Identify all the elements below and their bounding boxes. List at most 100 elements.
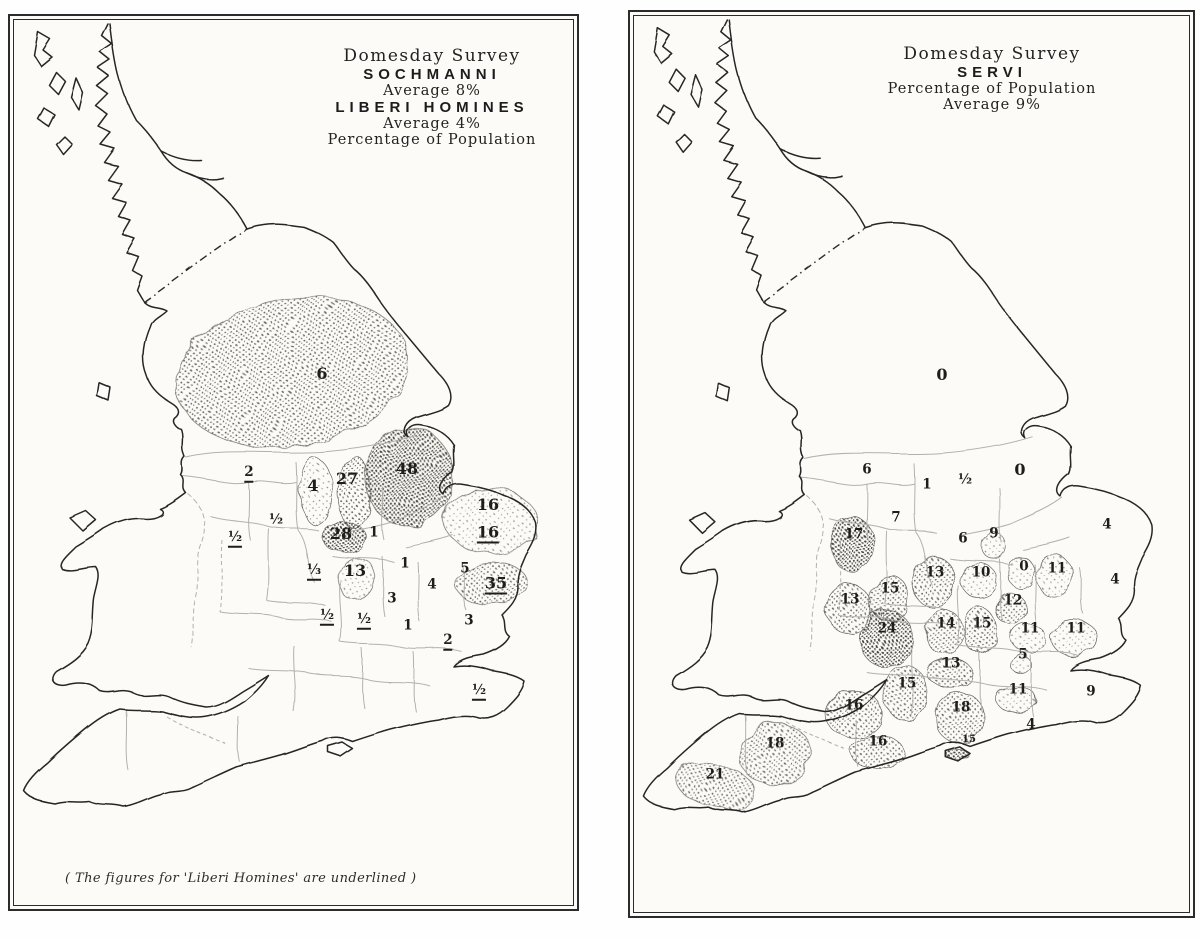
region-value-label: 18 [765, 735, 785, 752]
shaded-county-region [925, 609, 964, 656]
region-value-label: 11 [1008, 681, 1028, 698]
region-value-label: 16 [476, 522, 500, 544]
shaded-county-region [883, 665, 929, 721]
map-title-line: LIBERI HOMINES [335, 99, 529, 116]
map-panel-servi: Domesday Survey SERVI Percentage of Popula… [628, 10, 1195, 918]
region-value-label: 13 [925, 564, 945, 581]
shaded-regions [675, 516, 1098, 810]
region-value-label: 1 [400, 555, 410, 572]
shaded-county-region [850, 735, 905, 769]
shaded-county-region [321, 521, 367, 553]
region-value-label: 2 [443, 633, 453, 651]
region-value-label: 21 [705, 766, 725, 783]
region-value-label: 27 [335, 469, 359, 488]
region-value-label: 10 [971, 564, 991, 581]
shaded-county-region [1010, 623, 1046, 653]
region-value-label: 16 [844, 697, 864, 714]
region-value-label: 2 [244, 465, 254, 483]
map-labels-sochmanni: 6 2 4 27 48 16 16 28 1 ½ ½ ⅓ 13 1 4 5 35 3 ½ ½ 1 3 2 ½ [10, 16, 577, 909]
shaded-county-region [738, 723, 812, 785]
region-value-label: 5 [460, 560, 470, 577]
region-value-label: 9 [989, 525, 999, 542]
region-value-label: 12 [1003, 592, 1023, 609]
map-labels-servi: 0 6 1 ½ 0 7 17 6 9 13 10 0 11 4 4 13 15 12 24 14 15 11 11 13 5 15… [630, 12, 1193, 916]
region-value-label: 28 [329, 524, 353, 543]
shaded-county-region [961, 563, 998, 599]
region-value-label: 9 [1086, 683, 1096, 700]
map-canvas-servi [630, 12, 1193, 916]
region-value-label: 7 [891, 509, 901, 526]
region-value-label: 35 [484, 573, 508, 595]
region-value-label: 4 [1110, 571, 1120, 588]
region-value-label: 13 [840, 591, 860, 608]
map-title-servi: Domesday Survey SERVI Percentage of Popula… [832, 44, 1152, 113]
region-value-label: 3 [464, 612, 474, 629]
region-value-label: 1 [922, 476, 932, 493]
region-value-label: 6 [316, 364, 328, 383]
region-value-label: 14 [936, 615, 956, 632]
region-value-label: 24 [877, 620, 897, 637]
region-value-label: ½ [227, 530, 243, 548]
map-title-line: Percentage of Population [327, 132, 537, 148]
shaded-county-region [443, 488, 539, 554]
region-value-label: ½ [957, 471, 973, 488]
region-value-label: 4 [427, 576, 437, 593]
region-value-label: 0 [1019, 558, 1029, 575]
shaded-county-region [299, 458, 333, 526]
map-title-line: Average 8% [383, 83, 481, 99]
region-value-label: ½ [471, 683, 487, 701]
map-title-line: Percentage of Population [887, 81, 1097, 97]
map-title-line: SOCHMANNI [363, 66, 501, 83]
region-value-label: 11 [1047, 560, 1067, 577]
map-panel-sochmanni: Domesday Survey SOCHMANNI Average 8% LIBERI… [8, 14, 579, 911]
shaded-county-region [859, 609, 914, 668]
region-value-label: 4 [1026, 716, 1036, 733]
region-value-label: ½ [268, 511, 284, 528]
region-value-label: ⅓ [307, 563, 321, 581]
region-value-label: 16 [476, 495, 500, 514]
region-value-label: 11 [1066, 620, 1086, 637]
region-value-label: ½ [356, 612, 372, 630]
map-title-line: Average 9% [943, 97, 1041, 113]
map-footnote: ( The figures for 'Liberi Homines' are u… [65, 871, 417, 886]
region-value-label: 15 [880, 580, 900, 597]
region-value-label: ½ [319, 608, 335, 626]
region-value-label: 6 [958, 530, 968, 547]
region-value-label: 13 [941, 655, 961, 672]
region-value-label: 4 [307, 476, 319, 495]
region-value-label: 16 [868, 733, 888, 750]
region-value-label: 15 [897, 675, 917, 692]
region-value-label: 48 [395, 459, 419, 478]
region-value-label: 1 [403, 617, 413, 634]
map-title-line: Domesday Survey [903, 44, 1081, 64]
region-value-label: 1 [369, 524, 379, 541]
region-value-label: 11 [1020, 620, 1040, 637]
shaded-county-region [339, 557, 375, 601]
map-title-line: SERVI [957, 64, 1027, 81]
region-value-label: 5 [1018, 646, 1028, 663]
region-value-label: 0 [1014, 460, 1026, 479]
region-value-label: 4 [1102, 516, 1112, 533]
region-value-label: 18 [951, 699, 971, 716]
shaded-county-region [995, 593, 1028, 625]
region-value-label: 3 [387, 590, 397, 607]
shaded-county-region [830, 516, 875, 573]
shaded-county-region [826, 584, 873, 634]
shaded-regions [176, 296, 539, 606]
shaded-county-region [1050, 619, 1098, 657]
region-value-label: 6 [862, 461, 872, 478]
region-value-label: 17 [844, 526, 864, 543]
map-title-line: Average 4% [383, 116, 481, 132]
shaded-county-region [964, 607, 997, 656]
shaded-county-region [176, 296, 408, 448]
map-canvas-sochmanni [10, 16, 539, 909]
shaded-county-region [825, 690, 884, 739]
shaded-county-region [1036, 555, 1074, 599]
map-title-line: Domesday Survey [343, 46, 521, 66]
region-value-label: 0 [936, 365, 948, 384]
shaded-county-region [981, 531, 1006, 560]
shaded-county-region [456, 562, 528, 606]
region-value-label: 15 [962, 734, 976, 745]
region-value-label: 15 [972, 615, 992, 632]
